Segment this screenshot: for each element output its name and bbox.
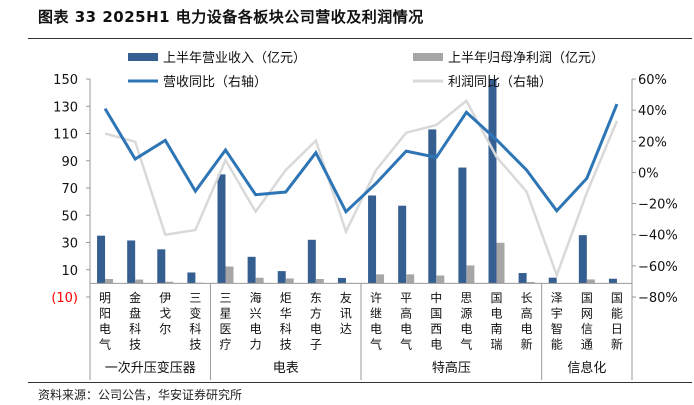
profit-bar (496, 242, 505, 284)
profit-bar (105, 279, 114, 284)
right-tick-label: −60% (638, 260, 678, 275)
revenue-bar (217, 174, 226, 284)
profit-bar (586, 279, 595, 284)
revenue-bar (548, 277, 557, 284)
category-label: 友讯达 (340, 291, 352, 336)
legend-label: 上半年营业收入（亿元） (163, 51, 306, 66)
profit-bar (376, 274, 385, 284)
right-tick-label: 0% (638, 166, 659, 181)
profit-bar (526, 282, 535, 284)
profit-bar (225, 266, 234, 284)
category-label: 国网信通 (581, 291, 593, 352)
left-tick-label: 130 (53, 100, 78, 115)
right-tick-label: 40% (638, 104, 667, 119)
category-label: 明阳电气 (99, 291, 111, 352)
revenue-bar (97, 235, 106, 284)
source-divider (28, 382, 692, 383)
revenue-bar (247, 256, 256, 284)
left-tick-label: 30 (61, 237, 78, 252)
revenue-bar (458, 167, 467, 284)
revenue-bar (127, 240, 136, 284)
group-label: 信息化 (567, 360, 606, 376)
revenue-bar (337, 277, 346, 284)
revenue-yoy-line (103, 103, 619, 215)
profit-bar (285, 278, 294, 284)
revenue-bar (368, 195, 377, 284)
legend-swatch (128, 53, 158, 61)
revenue-bar (307, 239, 316, 284)
profit-bar (255, 277, 264, 284)
revenue-bar (488, 79, 497, 284)
legend-swatch (413, 53, 443, 61)
chart-title: 图表 33 2025H1 电力设备各板块公司营收及利润情况 (38, 8, 424, 26)
profit-bar (436, 275, 445, 284)
title-divider (28, 38, 692, 39)
left-tick-label: 50 (61, 209, 78, 224)
left-tick-label: 150 (53, 73, 78, 88)
revenue-bar (518, 273, 527, 284)
category-label: 炬华科技 (280, 291, 292, 352)
category-label: 国能日新 (611, 291, 623, 352)
revenue-bar (277, 271, 286, 284)
category-label: 思源电气 (460, 291, 472, 352)
category-label: 泽宇智能 (551, 291, 563, 352)
right-tick-label: −20% (638, 198, 678, 213)
revenue-bar (157, 249, 166, 284)
group-label: 特高压 (432, 360, 471, 376)
profit-bar (165, 281, 174, 284)
left-tick-label: 90 (61, 155, 78, 170)
legend-label: 营收同比（右轴） (163, 75, 267, 90)
revenue-bar (578, 235, 587, 284)
category-label: 长高电新 (521, 291, 533, 352)
left-tick-label: 110 (53, 128, 78, 143)
left-tick-label: (10) (51, 291, 78, 306)
category-label: 许继电气 (370, 291, 382, 352)
category-label: 国电南瑞 (490, 291, 502, 352)
group-label: 一次升压变压器 (105, 360, 196, 376)
category-label: 伊戈尔 (159, 291, 171, 336)
legend-label: 利润同比（右轴） (448, 75, 552, 90)
category-label: 三星医疗 (219, 291, 231, 352)
revenue-bar (187, 272, 196, 284)
profit-bar (315, 279, 324, 284)
right-tick-label: −40% (638, 229, 678, 244)
right-tick-label: −80% (638, 291, 678, 306)
group-label: 电表 (273, 361, 299, 376)
left-tick-label: 70 (61, 182, 78, 197)
revenue-bar (608, 278, 617, 284)
right-tick-label: 20% (638, 135, 667, 150)
profit-bar (466, 265, 475, 284)
category-label: 海兴电力 (250, 290, 262, 352)
legend-label: 上半年归母净利润（亿元） (448, 51, 604, 66)
source-note: 资料来源：公司公告，华安证券研究所 (38, 388, 243, 402)
profit-bar (135, 279, 144, 284)
revenue-bar (428, 129, 437, 284)
profit-yoy-line (104, 98, 619, 279)
revenue-bar (398, 205, 407, 284)
category-label: 三变科技 (189, 291, 201, 352)
category-label: 中国西电 (430, 290, 442, 352)
category-label: 金盘科技 (129, 290, 141, 352)
right-tick-label: 60% (638, 73, 667, 88)
profit-bar (406, 274, 415, 284)
category-label: 东方电子 (310, 291, 322, 352)
left-tick-label: 10 (61, 264, 78, 279)
category-label: 平高电气 (400, 291, 412, 352)
